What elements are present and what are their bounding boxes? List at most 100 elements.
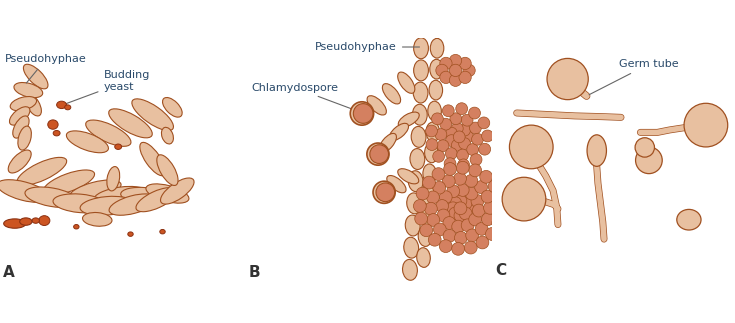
Circle shape <box>452 220 465 233</box>
Circle shape <box>426 191 440 204</box>
Circle shape <box>451 139 463 151</box>
Circle shape <box>420 224 433 237</box>
Circle shape <box>465 241 477 254</box>
Circle shape <box>450 113 462 125</box>
Circle shape <box>547 58 588 100</box>
Ellipse shape <box>25 94 41 116</box>
Ellipse shape <box>10 107 30 125</box>
Circle shape <box>447 202 459 215</box>
Circle shape <box>436 200 448 213</box>
Text: B: B <box>248 265 260 280</box>
Circle shape <box>459 138 470 150</box>
Circle shape <box>462 202 474 215</box>
Text: Germ tube: Germ tube <box>589 59 678 95</box>
Circle shape <box>484 202 496 214</box>
Ellipse shape <box>420 206 433 225</box>
Circle shape <box>465 174 478 187</box>
Circle shape <box>456 183 469 196</box>
Ellipse shape <box>408 171 423 192</box>
Ellipse shape <box>25 187 79 207</box>
Circle shape <box>463 64 476 77</box>
Circle shape <box>443 217 456 229</box>
Circle shape <box>459 207 472 220</box>
Ellipse shape <box>159 229 165 234</box>
Ellipse shape <box>66 131 109 153</box>
Circle shape <box>454 194 467 207</box>
Ellipse shape <box>417 248 430 267</box>
Circle shape <box>445 148 457 160</box>
Ellipse shape <box>421 185 434 204</box>
Ellipse shape <box>24 64 48 89</box>
Ellipse shape <box>53 194 107 213</box>
Circle shape <box>476 236 489 249</box>
Circle shape <box>426 139 438 151</box>
Ellipse shape <box>418 227 431 246</box>
Ellipse shape <box>121 187 170 204</box>
Circle shape <box>442 105 454 117</box>
Circle shape <box>509 125 553 169</box>
Ellipse shape <box>405 215 420 236</box>
Ellipse shape <box>677 209 701 230</box>
Ellipse shape <box>162 127 173 144</box>
Ellipse shape <box>18 126 32 150</box>
Circle shape <box>437 209 450 222</box>
Ellipse shape <box>406 193 422 214</box>
Circle shape <box>454 202 467 215</box>
Text: Chlamydospore: Chlamydospore <box>251 83 358 111</box>
Circle shape <box>470 122 481 134</box>
Ellipse shape <box>413 82 428 103</box>
Circle shape <box>437 140 449 151</box>
Circle shape <box>458 159 470 171</box>
Circle shape <box>636 147 662 174</box>
Circle shape <box>459 71 471 84</box>
Ellipse shape <box>57 101 66 109</box>
Ellipse shape <box>160 178 194 204</box>
Circle shape <box>462 219 474 232</box>
Circle shape <box>459 197 472 209</box>
Ellipse shape <box>17 157 67 185</box>
Ellipse shape <box>32 218 40 223</box>
Ellipse shape <box>398 72 415 93</box>
Circle shape <box>426 125 437 137</box>
Circle shape <box>453 131 465 143</box>
Circle shape <box>449 197 462 209</box>
Ellipse shape <box>428 101 441 121</box>
Ellipse shape <box>426 122 440 142</box>
Ellipse shape <box>4 219 26 228</box>
Circle shape <box>469 107 481 119</box>
Ellipse shape <box>74 224 79 229</box>
Text: C: C <box>495 263 506 278</box>
Text: Budding
yeast: Budding yeast <box>65 70 150 104</box>
Ellipse shape <box>136 188 176 212</box>
Circle shape <box>471 195 484 207</box>
Ellipse shape <box>10 97 37 111</box>
Ellipse shape <box>429 80 442 100</box>
Circle shape <box>449 64 462 77</box>
Text: Pseudohyphae: Pseudohyphae <box>315 42 420 52</box>
Ellipse shape <box>404 237 419 258</box>
Ellipse shape <box>94 186 148 205</box>
Circle shape <box>492 217 505 229</box>
Circle shape <box>478 143 491 155</box>
Circle shape <box>440 240 452 253</box>
Ellipse shape <box>107 167 120 191</box>
Circle shape <box>454 231 467 244</box>
Circle shape <box>416 187 429 200</box>
Circle shape <box>452 243 465 255</box>
Circle shape <box>435 129 447 141</box>
Circle shape <box>440 191 452 203</box>
Circle shape <box>429 233 441 246</box>
Circle shape <box>684 103 728 147</box>
Ellipse shape <box>39 216 50 225</box>
Ellipse shape <box>430 38 444 58</box>
Circle shape <box>447 185 459 198</box>
Ellipse shape <box>48 120 58 129</box>
Circle shape <box>433 151 445 162</box>
Ellipse shape <box>86 120 131 146</box>
Ellipse shape <box>414 60 429 81</box>
Circle shape <box>502 177 546 221</box>
Circle shape <box>465 187 478 200</box>
Circle shape <box>423 176 435 189</box>
Circle shape <box>445 127 457 139</box>
Circle shape <box>445 135 457 147</box>
